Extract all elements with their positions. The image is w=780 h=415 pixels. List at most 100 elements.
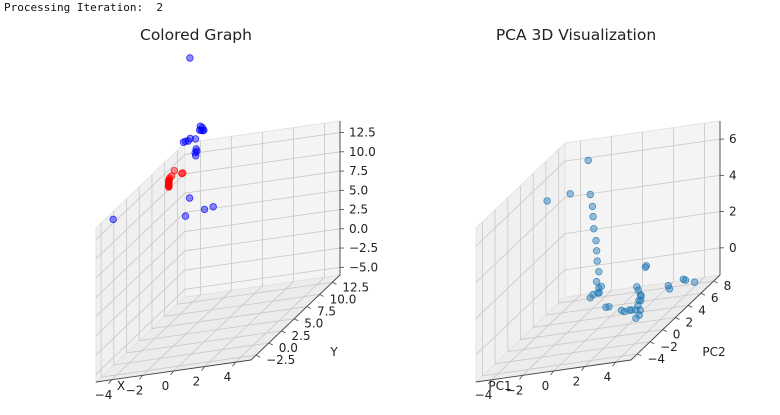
x-tick-label: −4 [475, 388, 493, 402]
x-grid-line [491, 140, 581, 381]
x-grid-line [553, 132, 643, 372]
x-grid-line [615, 123, 705, 363]
y-tick-label: −4 [647, 352, 665, 366]
x-grid-line [111, 140, 201, 381]
y-tick [306, 306, 312, 309]
x-tick-label: 4 [224, 370, 232, 384]
pca-chart: PCA 3D Visualization −4 −2 0 2 4−4−202468024… [475, 26, 737, 402]
x-grid-line [522, 136, 612, 376]
z-grid-line [95, 170, 341, 279]
data-point [595, 268, 603, 276]
x-tick [201, 366, 205, 371]
data-point [594, 289, 602, 297]
y-grid-line [176, 150, 333, 305]
y-tick-label: 0 [673, 328, 681, 342]
z-tick-label: 0 [729, 241, 737, 255]
y-grid-line [545, 161, 701, 316]
x-tick [581, 366, 585, 371]
y-axis-line [250, 274, 341, 361]
z-grid-line [475, 138, 721, 247]
y-tick [281, 330, 286, 334]
z-grid-line [95, 247, 341, 356]
y-grid-line [151, 174, 307, 330]
z-tick-label: −2.5 [349, 241, 378, 255]
x-axis-label: X [117, 379, 125, 393]
data-point [170, 166, 178, 175]
y-axis-label: PC2 [702, 345, 725, 359]
x-tick-label: −2 [506, 383, 524, 397]
data-point [690, 278, 699, 286]
x-tick-label: 2 [193, 375, 201, 389]
z-tick-label: 2.5 [349, 203, 368, 217]
z-grid-line [95, 132, 341, 240]
z-tick-label: −5.0 [349, 260, 378, 274]
y-grid-line [520, 185, 676, 340]
data-point [209, 203, 217, 211]
data-point [592, 277, 601, 286]
chart-points [543, 156, 699, 322]
data-point [181, 212, 190, 220]
y-grid-line [113, 211, 269, 366]
x-grid-line [142, 136, 232, 376]
x-tick [488, 379, 492, 385]
data-point [186, 134, 194, 143]
z-grid-line [95, 266, 341, 375]
data-point [592, 236, 600, 245]
z-tick-label: 0.0 [349, 222, 368, 236]
z-tick-label: 6 [729, 132, 737, 146]
y-grid-line [138, 186, 295, 342]
data-point [200, 205, 209, 214]
data-point [179, 169, 187, 177]
data-point [637, 296, 645, 305]
z-tick-label: 12.5 [349, 126, 376, 140]
z-grid-line [475, 211, 721, 319]
x-tick [612, 361, 616, 367]
y-tick-label: 7.5 [317, 305, 336, 319]
x-tick [232, 361, 236, 367]
y-tick [319, 294, 324, 297]
y-tick [637, 353, 642, 357]
data-point [543, 197, 551, 205]
y-tick-label: 4 [698, 303, 706, 317]
data-point [200, 126, 208, 134]
chart-points [109, 54, 217, 224]
y-grid-line [100, 223, 257, 378]
y-tick [662, 329, 667, 333]
z-grid-line [475, 174, 721, 283]
x-tick-label: 2 [573, 375, 581, 389]
x-tick [139, 375, 143, 380]
y-axis-label: Y [329, 345, 338, 359]
data-point [635, 296, 643, 305]
data-point [593, 257, 601, 265]
y-tick [268, 342, 273, 346]
x-tick-label: 0 [162, 379, 170, 393]
z-tick-label: 10.0 [349, 145, 376, 159]
z-grid-line [475, 247, 721, 356]
data-point [665, 285, 674, 293]
chart-grid [474, 120, 722, 383]
data-point [186, 54, 194, 62]
colored-graph-chart: Colored Graph −4 −2 0 2 4−2.50.02.55.07.510.… [95, 26, 378, 402]
data-point [109, 215, 117, 224]
y-tick-label: 8 [724, 279, 732, 293]
z-grid-line [95, 189, 341, 298]
y-grid-line [481, 221, 638, 377]
y-tick [713, 280, 718, 284]
y-tick-label: 0.0 [279, 341, 298, 355]
chart-title: Colored Graph [140, 26, 252, 44]
chart-grid [94, 120, 342, 383]
data-point [605, 303, 613, 311]
data-point [586, 294, 594, 302]
y-tick-label: −2.5 [266, 353, 295, 367]
y-tick [649, 341, 655, 345]
x-tick [170, 370, 174, 376]
data-point [589, 212, 597, 221]
y-tick-label: 5.0 [304, 317, 323, 331]
data-point [590, 224, 598, 233]
y-tick [294, 318, 299, 322]
data-point [627, 306, 636, 314]
x-grid-line [204, 127, 294, 367]
y-tick [255, 354, 261, 358]
y-tick-label: 2.5 [292, 329, 311, 343]
y-tick-label: −2 [660, 340, 678, 354]
